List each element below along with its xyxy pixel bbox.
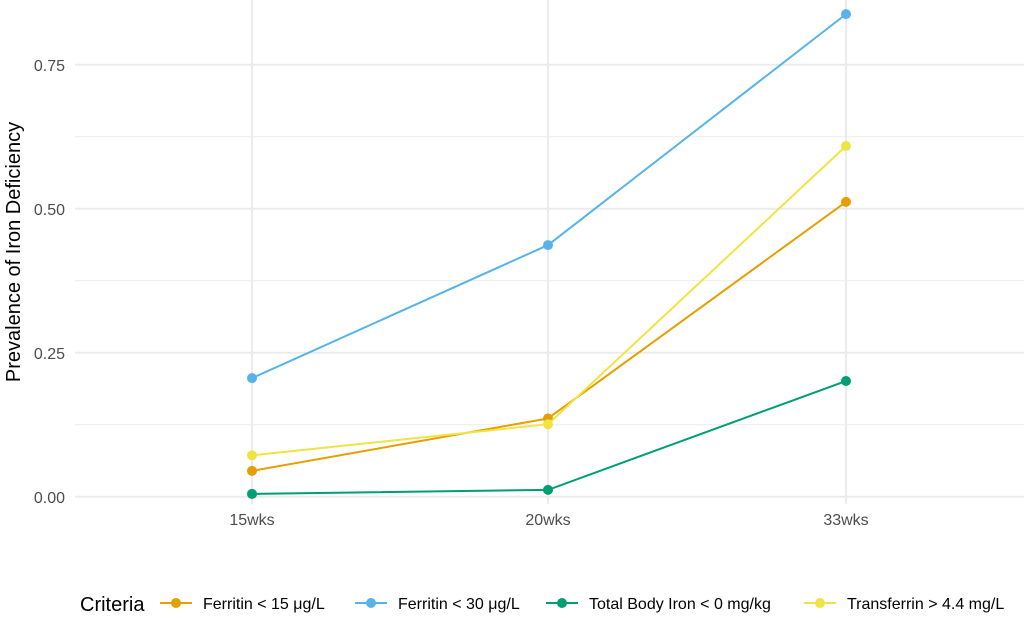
data-point — [247, 488, 257, 499]
data-point — [841, 376, 851, 387]
series-group — [247, 141, 851, 461]
y-tick-label: 0.50 — [34, 202, 65, 219]
y-axis-title: Prevalence of Iron Deficiency — [3, 122, 25, 382]
legend-title: Criteria — [80, 594, 145, 616]
legend-swatch-point — [557, 598, 567, 608]
y-tick-label: 0.00 — [34, 490, 65, 507]
data-point — [841, 196, 851, 207]
data-point — [841, 141, 851, 152]
legend-label: Ferritin < 15 μg/L — [203, 596, 325, 613]
data-point — [841, 9, 851, 20]
x-axis-ticks: 15wks 20wks 33wks — [229, 512, 868, 529]
data-point — [247, 450, 257, 461]
data-point — [543, 484, 553, 495]
data-point — [247, 465, 257, 476]
legend-swatch-point — [366, 598, 376, 608]
x-tick-label: 15wks — [229, 512, 274, 529]
legend-swatch-point — [171, 598, 181, 608]
legend-item: Transferrin > 4.4 mg/L — [804, 596, 1004, 613]
legend-item: Ferritin < 30 μg/L — [355, 596, 520, 613]
legend-label: Transferrin > 4.4 mg/L — [847, 596, 1004, 613]
y-tick-label: 0.75 — [34, 58, 65, 75]
data-point — [247, 373, 257, 384]
data-point — [543, 419, 553, 430]
y-axis-ticks: 0.00 0.25 0.50 0.75 — [34, 58, 65, 507]
legend: Criteria Ferritin < 15 μg/L Ferritin < 30… — [80, 594, 1004, 616]
grid — [75, 0, 1024, 504]
x-tick-label: 33wks — [823, 512, 868, 529]
series-group — [247, 376, 851, 499]
legend-label: Total Body Iron < 0 mg/kg — [589, 596, 771, 613]
series-group — [247, 9, 851, 384]
legend-label: Ferritin < 30 μg/L — [398, 596, 520, 613]
data-point — [543, 240, 553, 251]
y-tick-label: 0.25 — [34, 346, 65, 363]
legend-swatch-point — [815, 598, 825, 608]
x-tick-label: 20wks — [525, 512, 570, 529]
series-layer — [247, 9, 851, 499]
legend-item: Ferritin < 15 μg/L — [160, 596, 325, 613]
legend-item: Total Body Iron < 0 mg/kg — [546, 596, 771, 613]
